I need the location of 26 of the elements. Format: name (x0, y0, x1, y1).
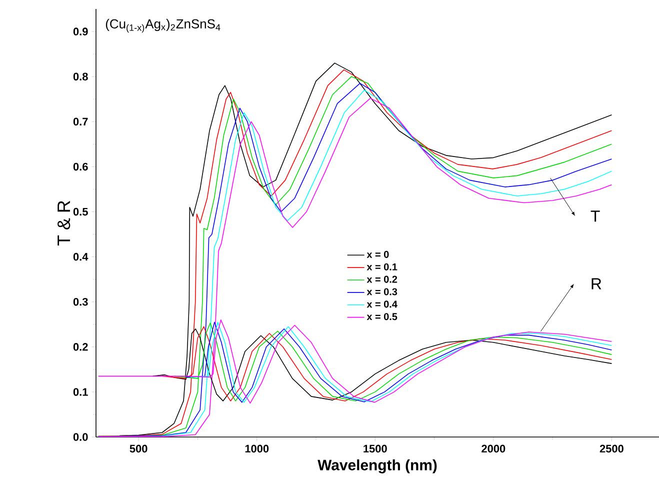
x-tick-label: 2000 (482, 444, 506, 453)
annotation: R (592, 278, 602, 290)
x-tick-label: 1000 (245, 444, 269, 453)
legend-label: x = 0 (366, 250, 389, 258)
y-tick-label: 0.8 (73, 72, 88, 80)
y-tick-label: 0.3 (73, 298, 88, 306)
y-tick-label: 0.6 (73, 162, 88, 171)
legend-label: x = 0.4 (366, 300, 398, 308)
x-tick-label: 1500 (364, 444, 387, 453)
legend-label: x = 0.3 (366, 288, 398, 296)
annotation: (Cu$_{(1-x)}$Ag$_{x}$)$_{2}$ZnSnS$_{4}$ (106, 18, 220, 33)
y-tick-label: 0.4 (73, 252, 88, 261)
legend-label: x = 0.5 (366, 313, 398, 320)
y-tick-label: 0.0 (73, 433, 88, 441)
legend-label: x = 0.1 (366, 263, 398, 270)
y-tick-label: 0.9 (73, 28, 88, 36)
x-axis-title: Wavelength (nm) (318, 459, 437, 474)
y-tick-label: 0.7 (73, 118, 88, 126)
legend-label: x = 0.2 (366, 276, 398, 283)
y-tick-label: 0.2 (73, 343, 88, 351)
x-tick-label: 500 (130, 444, 148, 453)
y-axis-title: T & R (58, 200, 70, 246)
y-tick-label: 0.5 (73, 208, 88, 216)
x-tick-label: 2500 (600, 444, 624, 453)
annotation: T (590, 210, 600, 222)
y-tick-label: 0.1 (73, 388, 88, 396)
